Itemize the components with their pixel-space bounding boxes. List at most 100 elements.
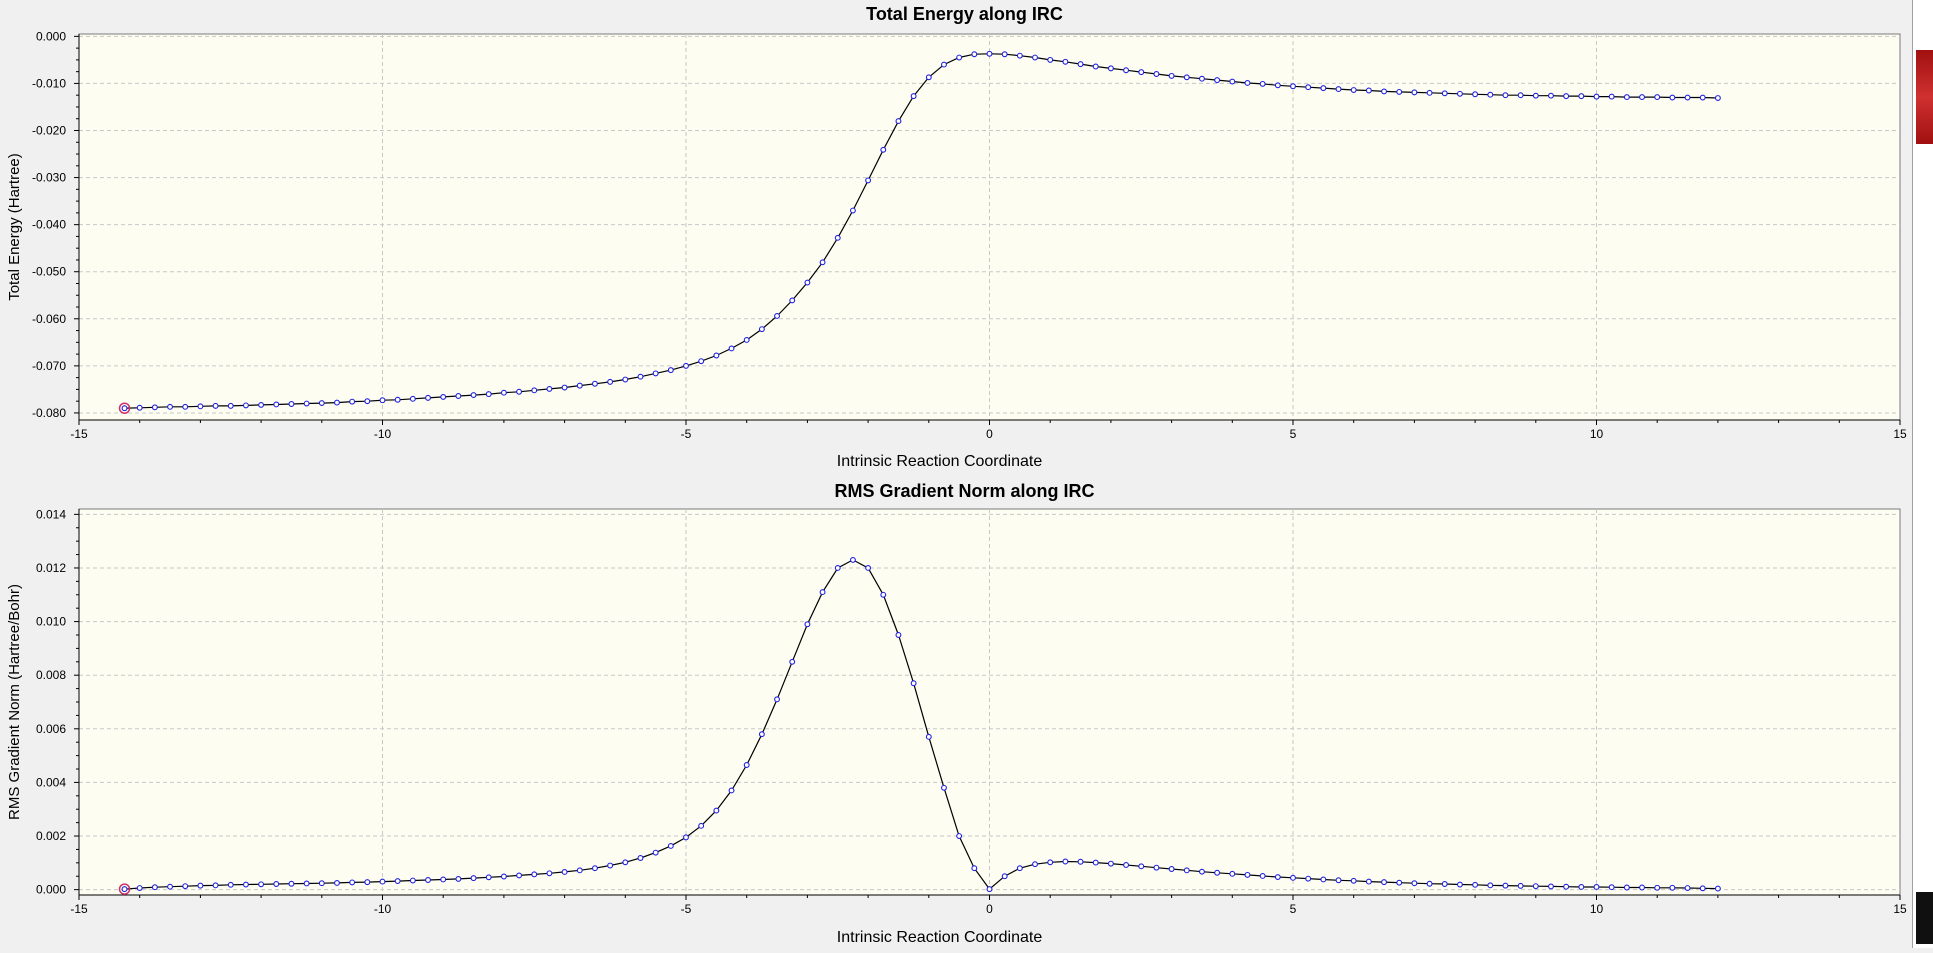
energy-data-point <box>789 297 796 304</box>
energy-data-point <box>1699 94 1706 101</box>
energy-data-point <box>1183 74 1190 81</box>
gradient-data-point <box>1593 884 1600 890</box>
energy-data-point <box>1411 89 1418 96</box>
gradient-data-point <box>227 881 234 888</box>
energy-data-point <box>1426 89 1433 96</box>
energy-y-tick-label: -0.050 <box>32 265 66 279</box>
energy-data-point <box>1365 87 1372 94</box>
gradient-data-point <box>941 784 947 791</box>
energy-data-point <box>728 345 735 352</box>
gradient-data-point <box>1411 880 1418 887</box>
gradient-data-point <box>1077 858 1084 865</box>
energy-data-point <box>318 400 325 407</box>
gradient-data-point <box>364 879 371 886</box>
gradient-data-point <box>318 880 325 887</box>
energy-data-point <box>652 370 659 377</box>
energy-data-point <box>1001 51 1008 58</box>
energy-data-point <box>1623 94 1630 101</box>
gradient-data-point <box>212 882 219 889</box>
gradient-data-point <box>425 877 431 883</box>
energy-data-point <box>1153 71 1160 77</box>
energy-data-point <box>470 392 477 399</box>
gradient-data-point <box>470 875 477 882</box>
energy-data-point <box>774 313 780 319</box>
gradient-data-point <box>1578 884 1585 890</box>
energy-data-point <box>1593 93 1600 100</box>
gradient-data-point <box>1365 878 1372 885</box>
gradient-data-point <box>834 565 841 571</box>
gradient-data-point <box>546 870 553 877</box>
energy-data-point <box>485 391 492 398</box>
energy-data-point <box>561 384 568 391</box>
gradient-data-point <box>379 878 386 885</box>
gradient-data-point <box>743 762 750 768</box>
energy-data-point <box>1381 88 1388 95</box>
gradient-data-point <box>500 873 507 880</box>
gradient-x-tick-label: -10 <box>374 902 392 916</box>
gradient-data-point <box>880 591 887 598</box>
energy-data-point <box>956 54 963 61</box>
energy-data-point <box>1472 91 1479 98</box>
energy-data-point <box>440 393 447 400</box>
energy-data-point <box>607 378 614 385</box>
right-scrollbar-strip[interactable] <box>1912 0 1933 948</box>
energy-y-tick-label: -0.060 <box>32 312 66 326</box>
gradient-chart-title: RMS Gradient Norm along IRC <box>834 481 1094 501</box>
energy-data-point <box>1062 58 1069 65</box>
energy-y-axis-label: Total Energy (Hartree) <box>6 153 23 301</box>
gradient-data-point <box>1502 882 1509 889</box>
energy-data-point <box>516 388 523 395</box>
gradient-y-tick-label: 0.014 <box>36 507 66 521</box>
gradient-data-point <box>1274 874 1281 880</box>
gradient-data-point <box>1214 869 1221 876</box>
energy-data-point <box>379 397 386 404</box>
gradient-data-point <box>121 886 128 893</box>
energy-data-point <box>865 177 872 184</box>
energy-data-point <box>364 398 371 405</box>
energy-x-tick-label: 10 <box>1590 427 1604 441</box>
gradient-data-point <box>1229 870 1236 877</box>
energy-data-point <box>698 358 705 365</box>
energy-y-tick-label: 0.000 <box>36 29 66 43</box>
gradient-data-point <box>1092 859 1099 866</box>
energy-data-point <box>136 404 143 411</box>
energy-data-point <box>1214 77 1221 84</box>
gradient-data-point <box>1183 867 1190 874</box>
gradient-data-point <box>652 849 659 856</box>
energy-data-point <box>804 279 811 286</box>
gradient-data-point <box>910 680 917 687</box>
energy-data-point <box>1487 91 1494 98</box>
energy-data-point <box>1714 95 1721 101</box>
energy-current-point-marker <box>118 402 131 414</box>
gradient-data-point <box>1517 882 1524 889</box>
gradient-data-point <box>334 879 340 886</box>
energy-x-tick-label: 0 <box>986 427 993 441</box>
energy-x-tick-label: -10 <box>374 427 392 441</box>
gradient-data-point <box>713 807 720 814</box>
gradient-data-point <box>1639 884 1645 891</box>
gradient-data-point <box>136 885 143 891</box>
energy-y-tick-label: -0.010 <box>32 76 66 90</box>
energy-data-point <box>288 401 295 407</box>
energy-data-point <box>1168 72 1175 79</box>
gradient-data-point <box>1714 885 1721 892</box>
energy-data-point <box>895 118 902 125</box>
gradient-data-point <box>1153 864 1160 871</box>
gradient-data-point <box>242 881 249 888</box>
energy-data-point <box>1639 94 1645 101</box>
gradient-data-point <box>591 865 598 872</box>
energy-data-point <box>637 373 644 380</box>
energy-data-point <box>121 405 128 412</box>
gradient-data-point <box>394 878 401 885</box>
energy-x-tick-label: -5 <box>681 427 692 441</box>
gradient-data-point <box>1320 876 1327 883</box>
gradient-data-point <box>1608 884 1615 891</box>
gradient-data-point <box>258 881 265 888</box>
gradient-y-tick-label: 0.006 <box>36 722 66 736</box>
energy-data-point <box>546 385 553 392</box>
gradient-data-point <box>1335 877 1342 884</box>
gradient-data-point <box>1123 862 1130 868</box>
energy-data-point <box>1532 92 1539 99</box>
energy-y-tick-label: -0.070 <box>32 359 66 373</box>
gradient-data-point <box>804 621 811 628</box>
